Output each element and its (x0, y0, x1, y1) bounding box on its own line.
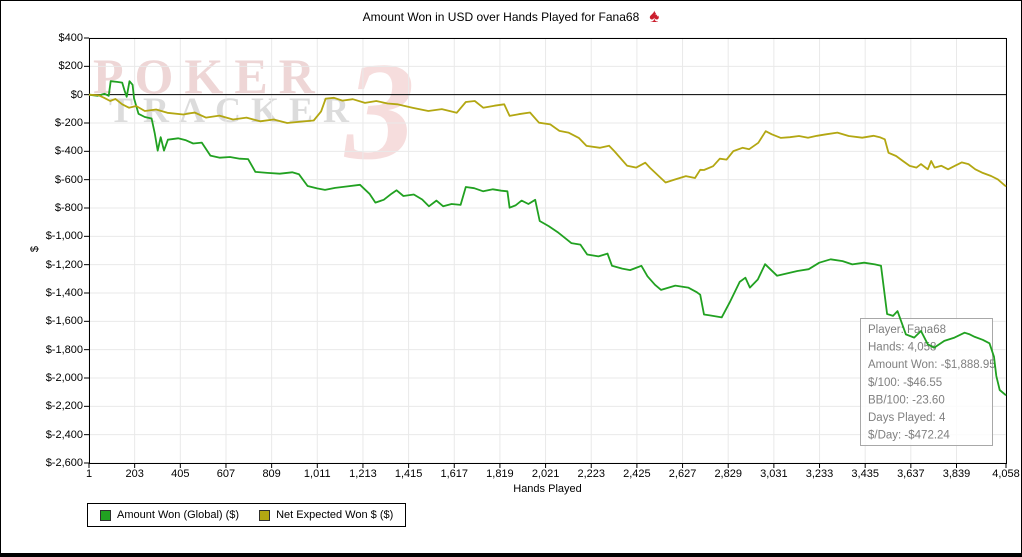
x-tick-label: 1,415 (394, 468, 423, 480)
x-tick-label: 203 (125, 468, 144, 480)
y-tick-label: $-2,200 (45, 400, 83, 413)
amount-won-swatch (100, 509, 111, 521)
y-tick-label: $-2,400 (45, 428, 83, 441)
y-tick-label: $200 (58, 60, 83, 73)
x-tick-label: 3,435 (851, 468, 879, 480)
y-tick-label: $-1,200 (45, 258, 83, 271)
x-tick-label: 1,011 (303, 468, 331, 480)
legend-item-net-expected: Net Expected Won $ ($) (259, 509, 393, 521)
tooltip-line-days-played: Days Played: 4 (868, 412, 946, 424)
x-axis-tick-labels: 1 203 405 607 809 1,011 1,213 1,415 1,617 1,819 2,… (1, 468, 1021, 482)
x-tick-label: 405 (171, 468, 190, 480)
legend-label-net-expected: Net Expected Won $ ($) (276, 509, 394, 521)
x-tick-label: 3,637 (897, 468, 925, 480)
spade-icon: ♠ (649, 7, 661, 26)
y-tick-label: $0 (70, 88, 83, 101)
y-axis-tick-labels: $400 $200 $0 $-200 $-400 $-600 $-800 $-1,000 $-1… (1, 1, 85, 471)
legend: Amount Won (Global) ($) Net Expected Won… (87, 503, 407, 527)
y-tick-label: $-1,000 (45, 230, 83, 243)
x-tick-label: 1 (85, 468, 93, 480)
plot-frame (89, 38, 1007, 464)
tooltip-line-hands: Hands: 4,058 (868, 342, 936, 354)
x-tick-label: 1,819 (486, 468, 514, 480)
tooltip-line-per-100: $/100: -$46.55 (868, 377, 942, 389)
net-expected-swatch (259, 509, 271, 521)
y-tick-label: $-1,400 (45, 287, 83, 299)
y-tick-label: $-1,800 (45, 343, 83, 356)
tooltip-line-player: Player: Fana68 (868, 324, 946, 336)
tooltip-line-per-day: $/Day: -$472.24 (868, 430, 950, 442)
y-tick-label: $-400 (54, 145, 83, 158)
tooltip-line-amount-won: Amount Won: -$1,888.95 (868, 359, 996, 371)
x-tick-label: 809 (262, 468, 281, 480)
y-tick-label: $400 (58, 32, 83, 44)
x-tick-label: 2,425 (623, 468, 651, 480)
x-tick-label: 3,031 (760, 468, 788, 480)
series-net-expected-line (88, 93, 1007, 188)
axis-layer (84, 37, 1007, 468)
chart-title-row: Amount Won in USD over Hands Played for … (1, 7, 1021, 26)
tooltip-line-bb-100: BB/100: -23.60 (868, 394, 945, 406)
y-tick-label: $-200 (54, 117, 83, 129)
x-tick-label: 1,213 (349, 468, 377, 480)
x-tick-label: 4,058 (992, 468, 1020, 480)
x-tick-label: 2,627 (668, 468, 697, 480)
tooltip-box (860, 318, 993, 446)
y-tick-label: $-2,000 (45, 372, 83, 384)
x-tick-label: 2,223 (577, 468, 605, 480)
x-tick-label: 1,617 (440, 468, 469, 480)
x-tick-label: 3,839 (942, 468, 971, 480)
x-tick-label: 2,021 (531, 468, 560, 480)
y-tick-label: $-1,600 (45, 315, 83, 328)
x-tick-label: 607 (216, 468, 236, 480)
x-tick-label: 2,829 (714, 468, 742, 480)
y-tick-label: $-800 (54, 202, 83, 214)
series-amount-won-line (88, 80, 1007, 396)
series-layer (88, 80, 1007, 396)
x-tick-label: 3,233 (805, 468, 834, 480)
y-tick-label: $-600 (54, 173, 83, 186)
y-tick-label: $-2,600 (45, 457, 83, 469)
legend-label-amount-won: Amount Won (Global) ($) (117, 509, 240, 521)
hover-tooltip: Player: Fana68 Hands: 4,058 Amount Won: … (860, 318, 996, 446)
chart-title: Amount Won in USD over Hands Played for … (362, 10, 640, 24)
x-axis-title: Hands Played (513, 483, 582, 495)
legend-item-amount-won: Amount Won (Global) ($) (100, 509, 239, 521)
